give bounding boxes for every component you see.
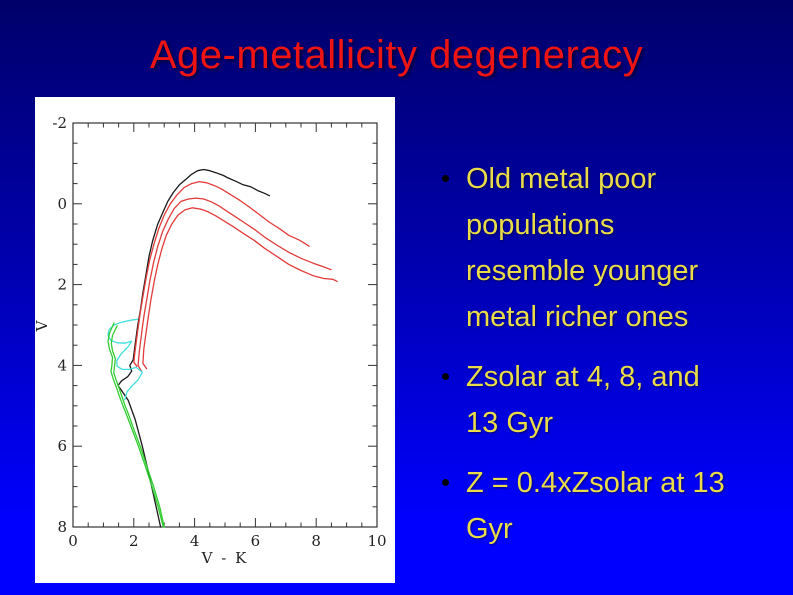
bullet-line: resemble younger <box>466 255 699 287</box>
bullet-line: metal richer ones <box>466 301 689 333</box>
svg-text:4: 4 <box>57 356 67 374</box>
bullet-line: Old metal poor <box>466 163 657 195</box>
bullet-line: 13 Gyr <box>466 407 554 439</box>
isochrone-curve <box>142 207 338 370</box>
isochrone-curve <box>137 197 332 372</box>
isochrone-curve <box>107 322 164 528</box>
svg-text:4: 4 <box>190 532 200 550</box>
svg-text:6: 6 <box>57 437 67 455</box>
bullet-item: Z = 0.4xZsolar at 13 Gyr <box>440 460 775 552</box>
svg-text:0: 0 <box>57 195 67 213</box>
y-axis-label: V <box>35 319 51 333</box>
svg-text:2: 2 <box>129 532 139 550</box>
bullet-list: Old metal poor populations resemble youn… <box>440 156 775 566</box>
svg-text:8: 8 <box>57 518 67 536</box>
isochrone-curve <box>110 325 165 528</box>
svg-text:-2: -2 <box>52 114 67 132</box>
x-axis-label: V - K <box>201 549 249 567</box>
bullet-item: Old metal poor populations resemble youn… <box>440 156 775 340</box>
bullet-dot-icon <box>442 479 449 486</box>
svg-text:0: 0 <box>68 532 78 550</box>
isochrone-curve <box>133 180 310 367</box>
plot-panel: 0 2 4 6 8 10 -2 0 2 4 6 8 V - K V <box>35 97 395 583</box>
cmd-chart: 0 2 4 6 8 10 -2 0 2 4 6 8 V - K V <box>35 114 387 567</box>
svg-text:8: 8 <box>311 532 321 550</box>
svg-text:10: 10 <box>367 532 386 550</box>
bullet-line: Z = 0.4xZsolar at 13 <box>466 467 725 499</box>
svg-text:2: 2 <box>57 276 67 294</box>
page-title: Age-metallicity degeneracy <box>149 33 644 77</box>
bullet-item: Zsolar at 4, 8, and 13 Gyr <box>440 354 775 446</box>
svg-text:6: 6 <box>251 532 261 550</box>
bullet-line: Zsolar at 4, 8, and <box>466 361 700 393</box>
bullet-line: populations <box>466 209 615 241</box>
bullet-dot-icon <box>442 373 449 380</box>
bullet-line: Gyr <box>466 513 513 545</box>
isochrone-curve <box>117 168 271 528</box>
bullet-dot-icon <box>442 175 449 182</box>
